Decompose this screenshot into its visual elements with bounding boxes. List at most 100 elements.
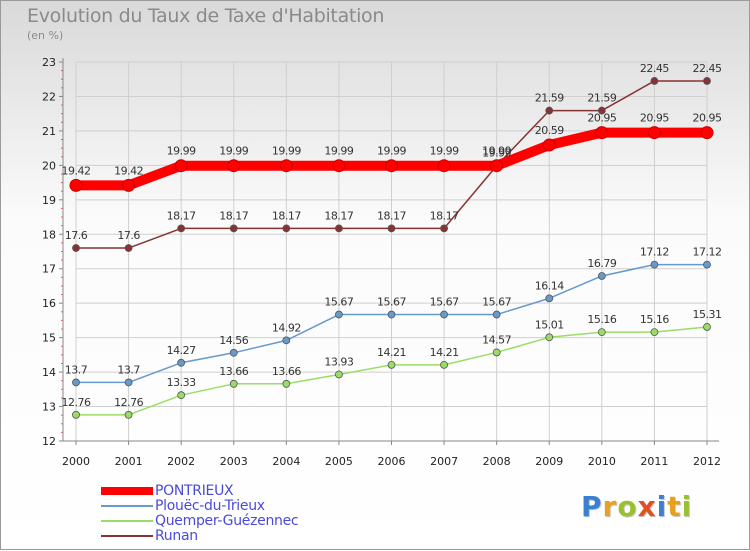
data-label: 15.16 — [640, 313, 669, 326]
data-label: 13.93 — [324, 356, 353, 369]
data-label: 16.14 — [535, 279, 564, 292]
x-tick-label: 2001 — [115, 455, 143, 468]
chart-subtitle: (en %) — [27, 29, 64, 42]
chart-title: Evolution du Taux de Taxe d'Habitation — [27, 5, 385, 27]
y-tick-label: 22 — [42, 90, 56, 103]
data-label: 14.57 — [482, 333, 511, 346]
data-point — [177, 358, 186, 367]
legend: PONTRIEUX Plouëc-du-Trieux Quemper-Guézenn… — [101, 483, 361, 544]
series-layer — [69, 77, 714, 419]
x-tick-label: 2002 — [167, 455, 195, 468]
data-label: 12.76 — [62, 396, 91, 409]
x-tick-label: 2011 — [640, 455, 668, 468]
data-label: 15.16 — [587, 313, 616, 326]
data-point — [229, 348, 238, 357]
data-label: 15.67 — [482, 296, 511, 309]
data-point — [385, 159, 398, 173]
data-label: 18.17 — [272, 209, 301, 222]
data-point — [440, 224, 448, 233]
x-tick-label: 2007 — [430, 455, 458, 468]
data-label: 15.67 — [430, 296, 459, 309]
legend-swatch — [101, 535, 153, 537]
data-label: 21.59 — [535, 92, 564, 105]
data-point — [703, 260, 711, 269]
logo-letter: r — [602, 490, 618, 523]
y-tick-label: 12 — [42, 435, 56, 448]
data-label: 19.99 — [482, 145, 511, 158]
data-label: 22.45 — [640, 62, 669, 75]
legend-label: Runan — [155, 528, 198, 544]
legend-swatch — [101, 505, 153, 507]
data-label: 17.12 — [693, 246, 722, 259]
y-tick-label: 20 — [42, 159, 56, 172]
proxiti-logo: Proxiti — [581, 490, 692, 523]
data-point — [650, 260, 659, 269]
data-point — [387, 224, 396, 233]
data-label: 17.6 — [117, 229, 140, 242]
data-point — [542, 138, 556, 152]
data-label: 19.42 — [114, 164, 143, 177]
data-point — [335, 224, 343, 233]
data-label: 19.99 — [482, 147, 511, 160]
data-label: 14.56 — [219, 334, 248, 347]
data-label: 19.99 — [219, 145, 248, 158]
x-tick-label: 2010 — [588, 455, 616, 468]
data-point — [437, 159, 451, 173]
data-point — [229, 379, 238, 388]
data-point — [650, 328, 659, 337]
data-label: 19.99 — [377, 145, 406, 158]
x-tick-label: 2000 — [62, 455, 90, 468]
logo-letter: P — [581, 490, 603, 523]
data-point — [227, 159, 241, 173]
data-point — [387, 360, 396, 369]
data-label: 18.17 — [219, 209, 248, 222]
data-point — [700, 126, 714, 140]
y-tick-label: 23 — [42, 56, 56, 69]
data-label: 18.17 — [167, 209, 196, 222]
data-label: 21.59 — [587, 92, 616, 105]
data-point — [124, 378, 133, 387]
data-point — [597, 106, 606, 115]
legend-label: Plouëc-du-Trieux — [155, 498, 265, 514]
data-point — [440, 360, 448, 369]
data-point — [545, 294, 554, 303]
legend-item: Quemper-Guézennec — [101, 513, 361, 529]
data-label: 14.21 — [430, 346, 459, 359]
x-tick-label: 2006 — [378, 455, 406, 468]
legend-label: PONTRIEUX — [155, 483, 234, 499]
legend-label: Quemper-Guézennec — [155, 513, 299, 529]
data-point — [174, 159, 188, 173]
logo-letter: i — [681, 490, 693, 523]
data-label: 22.45 — [693, 62, 722, 75]
data-point — [387, 310, 396, 319]
data-label: 19.99 — [272, 145, 301, 158]
data-point — [647, 126, 661, 140]
data-point — [650, 77, 659, 85]
data-point — [177, 224, 186, 233]
data-point — [72, 378, 80, 387]
data-label: 13.66 — [272, 365, 301, 378]
legend-swatch — [101, 487, 153, 495]
data-point — [545, 333, 554, 342]
data-label: 19.99 — [167, 145, 196, 158]
x-tick-label: 2008 — [483, 455, 511, 468]
data-point — [545, 106, 554, 115]
logo-letter: i — [656, 490, 668, 523]
data-label: 15.67 — [377, 296, 406, 309]
data-label: 20.59 — [535, 124, 564, 137]
data-point — [597, 328, 606, 337]
data-point — [279, 159, 293, 173]
data-label: 13.7 — [65, 363, 88, 376]
y-tick-label: 21 — [42, 125, 56, 138]
data-point — [69, 178, 83, 192]
data-label: 13.33 — [167, 376, 196, 389]
data-point — [177, 391, 186, 400]
y-tick-label: 16 — [42, 297, 56, 310]
data-point — [122, 178, 136, 192]
data-label: 18.17 — [430, 209, 459, 222]
data-label: 17.6 — [65, 229, 88, 242]
x-tick-label: 2003 — [220, 455, 248, 468]
data-label: 17.12 — [640, 246, 669, 259]
